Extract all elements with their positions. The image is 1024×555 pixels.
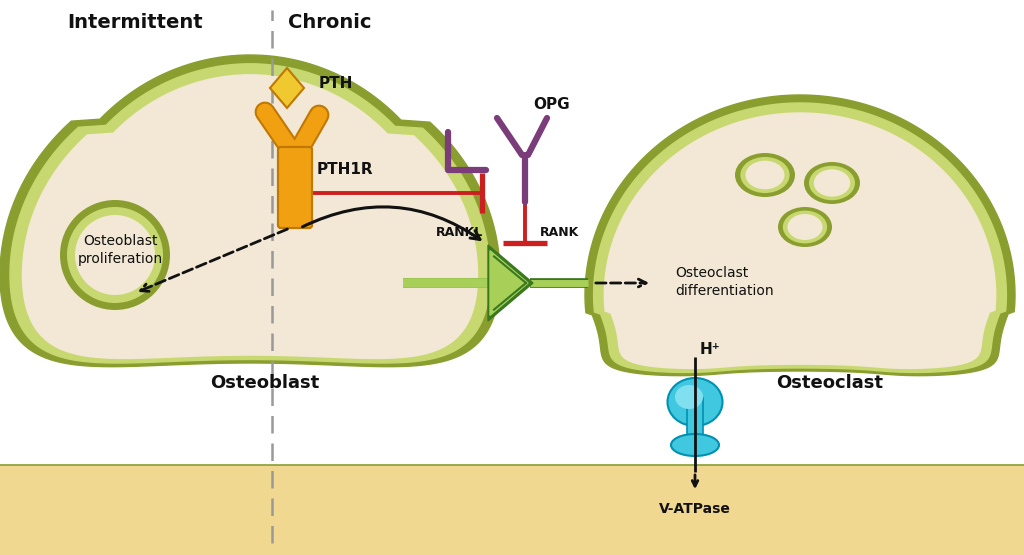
Ellipse shape [740, 157, 790, 193]
Text: Osteoblast
proliferation: Osteoblast proliferation [78, 234, 163, 266]
Polygon shape [0, 55, 500, 367]
Text: Intermittent: Intermittent [68, 13, 203, 32]
Text: Osteoclast
differentiation: Osteoclast differentiation [675, 266, 773, 298]
Ellipse shape [745, 161, 784, 189]
Text: PTH: PTH [319, 77, 353, 92]
Text: Osteoclast: Osteoclast [776, 374, 884, 392]
Ellipse shape [671, 434, 719, 456]
Text: Osteoblast: Osteoblast [210, 374, 319, 392]
Ellipse shape [787, 214, 822, 240]
Polygon shape [10, 64, 490, 363]
Polygon shape [488, 245, 534, 321]
Ellipse shape [675, 385, 703, 409]
Text: V-ATPase: V-ATPase [659, 502, 731, 516]
FancyArrowPatch shape [302, 207, 480, 239]
Text: Chronic: Chronic [288, 13, 372, 32]
Polygon shape [270, 68, 304, 108]
Ellipse shape [668, 378, 723, 426]
FancyBboxPatch shape [278, 147, 312, 228]
Text: PTH1R: PTH1R [317, 163, 374, 178]
Text: RANK: RANK [540, 226, 580, 240]
Polygon shape [23, 75, 477, 359]
Ellipse shape [809, 166, 855, 200]
FancyBboxPatch shape [278, 147, 312, 228]
Ellipse shape [783, 210, 827, 244]
Text: H⁺: H⁺ [700, 341, 721, 356]
Polygon shape [585, 95, 1015, 376]
Ellipse shape [814, 169, 850, 196]
Ellipse shape [804, 162, 860, 204]
Polygon shape [490, 251, 528, 315]
Bar [0, 465, 1024, 555]
Ellipse shape [778, 207, 833, 247]
FancyArrowPatch shape [596, 279, 646, 287]
FancyBboxPatch shape [687, 398, 703, 442]
FancyArrowPatch shape [140, 229, 288, 291]
Circle shape [75, 215, 155, 295]
Circle shape [67, 207, 163, 303]
Text: RANKL: RANKL [436, 226, 483, 240]
Text: OPG: OPG [534, 98, 569, 113]
Circle shape [60, 200, 170, 310]
Polygon shape [594, 103, 1007, 372]
Ellipse shape [735, 153, 795, 197]
Polygon shape [604, 113, 995, 369]
